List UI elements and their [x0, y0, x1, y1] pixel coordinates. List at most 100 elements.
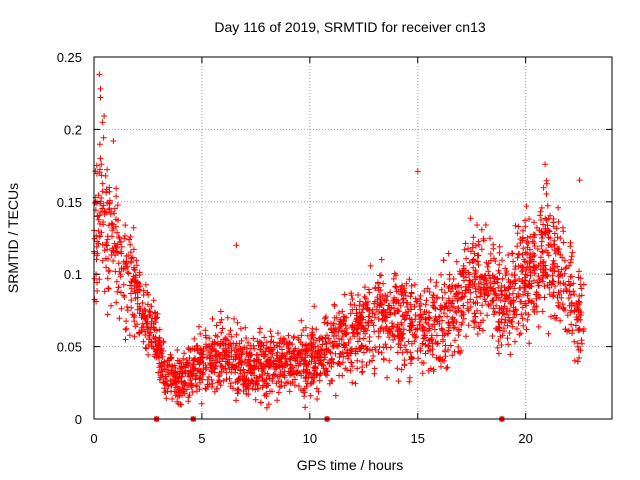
data-point: [167, 351, 174, 358]
data-point: [441, 310, 447, 317]
data-point: [476, 242, 482, 248]
data-point: [392, 310, 399, 317]
data-point: [420, 360, 427, 366]
data-point: [253, 351, 260, 358]
data-point: [117, 273, 124, 280]
data-point: [285, 332, 292, 339]
data-point: [578, 340, 585, 347]
data-point: [465, 245, 471, 252]
data-point: [235, 375, 242, 382]
data-point: [475, 262, 482, 268]
data-point: [567, 281, 574, 288]
data-point: [419, 370, 426, 377]
data-point: [551, 230, 558, 237]
data-point: [155, 369, 162, 376]
data-point: [526, 216, 533, 222]
data-point: [319, 336, 326, 343]
x-tick-label: 5: [198, 431, 205, 446]
data-point: [395, 341, 402, 348]
data-point: [380, 280, 387, 287]
data-point: [494, 344, 501, 351]
data-point: [508, 318, 514, 325]
data-point: [127, 233, 134, 240]
data-point: [566, 282, 573, 289]
data-point: [550, 279, 557, 285]
data-point: [487, 235, 493, 242]
data-point: [543, 177, 550, 184]
data-point: [243, 335, 250, 341]
data-point: [568, 256, 574, 263]
data-point: [180, 355, 187, 362]
data-point: [372, 298, 378, 305]
data-point: [215, 373, 222, 380]
data-point: [108, 220, 115, 227]
data-point: [499, 257, 505, 264]
data-point: [408, 282, 415, 289]
data-point: [491, 280, 498, 287]
data-point: [118, 305, 125, 312]
data-point: [480, 237, 487, 244]
data-point: [455, 295, 461, 302]
data-point: [474, 299, 481, 306]
data-point: [359, 306, 366, 313]
data-point: [98, 229, 105, 236]
data-point: [395, 378, 402, 385]
data-point: [264, 370, 271, 377]
data-point: [109, 227, 116, 234]
data-point: [444, 364, 451, 371]
data-point: [111, 240, 118, 247]
data-point: [511, 338, 518, 345]
data-point: [546, 284, 553, 291]
data-point: [478, 226, 485, 233]
data-point: [382, 341, 389, 348]
y-tick-label: 0.25: [57, 50, 82, 65]
data-point: [130, 224, 137, 231]
data-point: [391, 270, 398, 277]
data-point: [542, 215, 549, 222]
data-point: [407, 360, 414, 367]
data-point: [535, 282, 542, 289]
data-point: [336, 340, 343, 347]
data-point: [574, 343, 581, 350]
data-point: [387, 311, 393, 318]
data-point: [366, 347, 373, 354]
data-point: [438, 286, 445, 293]
data-point: [512, 266, 518, 272]
data-point: [250, 335, 257, 342]
data-point: [278, 383, 285, 389]
data-point: [509, 290, 516, 297]
data-point: [495, 338, 502, 345]
data-point: [95, 192, 102, 199]
data-point: [514, 254, 521, 261]
data-point: [121, 294, 128, 300]
data-point: [463, 333, 469, 340]
data-point: [375, 279, 381, 286]
data-point: [328, 363, 335, 370]
data-point: [105, 268, 112, 275]
data-point: [322, 365, 329, 372]
data-point: [518, 311, 525, 318]
data-point: [144, 301, 151, 308]
data-point: [538, 217, 544, 223]
data-point: [516, 250, 523, 257]
data-point: [441, 281, 448, 288]
data-point: [472, 288, 479, 295]
data-point: [313, 326, 320, 333]
data-point: [94, 288, 101, 294]
data-point: [123, 325, 130, 332]
data-point: [456, 307, 462, 314]
data-point: [474, 331, 481, 337]
data-point: [323, 340, 330, 347]
data-point: [496, 325, 503, 332]
data-point: [504, 311, 511, 318]
data-point: [380, 356, 387, 363]
data-point: [503, 268, 510, 275]
data-point: [124, 269, 131, 276]
data-point: [514, 243, 521, 250]
data-point: [191, 335, 198, 342]
data-point: [526, 340, 533, 347]
data-point: [546, 291, 553, 298]
data-point: [540, 184, 547, 191]
data-point: [459, 319, 466, 326]
data-point: [455, 332, 462, 339]
